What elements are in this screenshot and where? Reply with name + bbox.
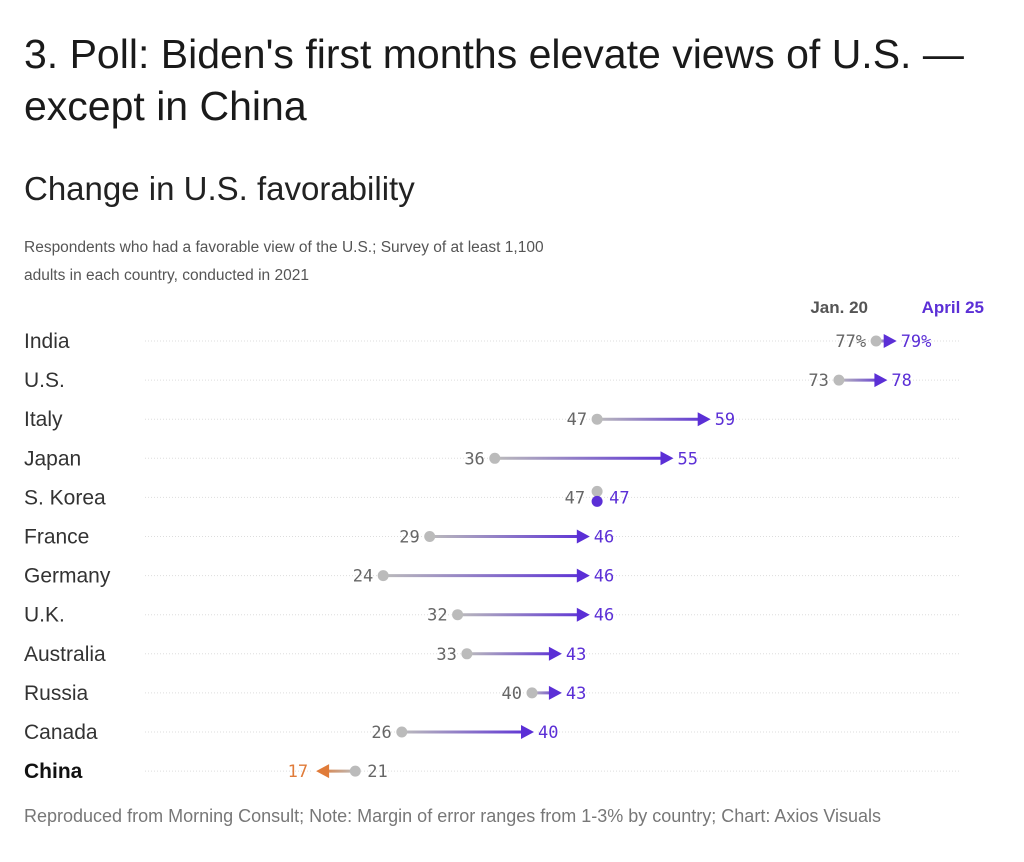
end-value-label: 78: [891, 371, 911, 391]
end-value-label: 17: [288, 762, 308, 782]
arrowhead: [883, 334, 897, 348]
chart-source-note: Reproduced from Morning Consult; Note: M…: [24, 806, 882, 826]
start-value-label: 40: [502, 684, 522, 704]
start-value-label: 36: [464, 449, 484, 469]
legend-jan20: Jan. 20: [810, 298, 868, 317]
start-value-label: 33: [436, 645, 456, 665]
arrowhead: [548, 646, 562, 661]
end-value-label: 43: [566, 684, 586, 704]
country-label: U.S.: [24, 369, 65, 392]
arrowhead: [316, 764, 330, 779]
arrowhead: [521, 725, 534, 739]
arrowhead: [576, 529, 590, 544]
start-dot: [424, 531, 436, 542]
country-label: S. Korea: [24, 486, 106, 509]
row-germany: Germany 24 46: [24, 565, 960, 588]
row-u-s-: U.S. 73 78: [24, 369, 960, 392]
start-value-label: 47: [567, 410, 587, 430]
country-label: Russia: [24, 682, 89, 705]
country-label: Japan: [24, 447, 81, 470]
start-value-label: 47: [565, 488, 585, 508]
row-russia: Russia 40 43: [24, 682, 960, 705]
country-label: France: [24, 526, 89, 549]
start-dot: [489, 452, 501, 464]
country-label: China: [24, 760, 83, 783]
row-japan: Japan 36 55: [24, 447, 960, 470]
start-dot: [461, 648, 473, 660]
row-australia: Australia 33 43: [24, 643, 960, 666]
arrowhead: [874, 373, 888, 388]
chart-title: Change in U.S. favorability: [24, 170, 415, 207]
start-dot: [591, 413, 603, 425]
arrowhead: [548, 685, 562, 700]
end-value-label: 46: [594, 567, 614, 587]
row-italy: Italy 47 59: [24, 408, 960, 431]
legend-april25: April 25: [922, 298, 984, 317]
arrowhead: [660, 451, 674, 466]
row-canada: Canada 26 40: [24, 721, 960, 744]
start-dot: [591, 485, 603, 497]
start-dot: [870, 335, 882, 347]
country-label: Australia: [24, 643, 106, 666]
country-label: Germany: [24, 565, 111, 588]
row-u-k-: U.K. 32 46: [24, 604, 960, 627]
end-value-label: 40: [538, 723, 558, 743]
row-china: China 21 17: [24, 760, 960, 783]
country-label: U.K.: [24, 604, 65, 627]
end-value-label: 46: [594, 528, 614, 548]
start-dot: [396, 726, 408, 738]
start-dot: [349, 765, 361, 777]
arrowhead: [697, 412, 711, 427]
start-value-label: 24: [353, 567, 373, 587]
end-value-label: 55: [678, 449, 698, 469]
end-dot: [591, 495, 603, 507]
end-value-label: 59: [715, 410, 735, 430]
start-value-label: 21: [367, 762, 387, 782]
start-value-label: 73: [808, 371, 828, 391]
row-france: France 29 46: [24, 526, 960, 549]
arrowhead: [576, 568, 590, 583]
start-value-label: 77%: [835, 332, 866, 352]
start-dot: [833, 374, 845, 386]
end-value-label: 43: [566, 645, 586, 665]
start-dot: [377, 570, 389, 582]
end-value-label: 46: [594, 606, 614, 626]
arrowhead: [576, 607, 590, 622]
country-label: India: [24, 330, 70, 353]
dumbbell-chart: Jan. 20 April 25 India 77% 79% U.S. 73 78 Italy…: [24, 298, 984, 783]
start-dot: [452, 609, 464, 621]
start-value-label: 29: [399, 528, 419, 548]
country-label: Canada: [24, 721, 98, 744]
chart-subtitle: Respondents who had a favorable view of …: [24, 239, 544, 284]
country-label: Italy: [24, 408, 63, 431]
headline: 3. Poll: Biden's first months elevate vi…: [24, 31, 964, 129]
row-india: India 77% 79%: [24, 330, 960, 353]
end-value-label: 79%: [901, 332, 932, 352]
end-value-label: 47: [609, 488, 629, 508]
start-dot: [526, 687, 538, 699]
start-value-label: 26: [371, 723, 391, 743]
start-value-label: 32: [427, 606, 447, 626]
row-s-korea: S. Korea 47 47: [24, 485, 960, 509]
